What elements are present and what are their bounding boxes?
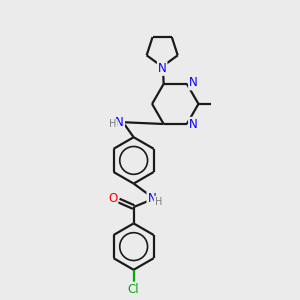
Text: N: N — [189, 76, 198, 89]
Text: Cl: Cl — [128, 283, 140, 296]
Text: N: N — [115, 116, 124, 129]
Text: N: N — [158, 62, 167, 75]
Text: N: N — [147, 192, 156, 205]
Text: O: O — [108, 192, 118, 205]
Text: H: H — [109, 119, 116, 129]
Text: N: N — [189, 118, 198, 131]
Text: H: H — [154, 197, 162, 207]
